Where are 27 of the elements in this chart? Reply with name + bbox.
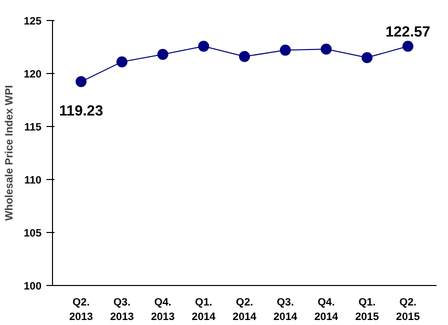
y-tick-label: 100 xyxy=(24,280,42,292)
point xyxy=(198,40,210,52)
x-tick-label: Q2. 2014 xyxy=(232,296,256,323)
point xyxy=(76,76,87,88)
y-tick-label: 110 xyxy=(24,174,42,186)
point xyxy=(402,40,414,52)
x-tick-label: Q4. 2014 xyxy=(314,296,338,323)
x-tick-label: Q3. 2014 xyxy=(274,296,298,323)
point xyxy=(362,52,373,64)
x-tick-label: Q4. 2013 xyxy=(150,296,175,323)
point xyxy=(116,56,128,68)
point xyxy=(320,44,332,55)
y-tick-label: 120 xyxy=(24,68,42,80)
point xyxy=(239,51,250,62)
x-tick-label: Q2. 2015 xyxy=(396,296,420,323)
x-tick-label: Q2. 2013 xyxy=(69,296,94,323)
x-tick-label: Q3. 2013 xyxy=(110,296,134,323)
point xyxy=(280,44,291,56)
data-label: 119.23 xyxy=(59,104,104,120)
y-tick-label: 125 xyxy=(24,16,42,28)
y-tick-label: 115 xyxy=(24,122,42,134)
data-label: 122.57 xyxy=(385,24,430,40)
point xyxy=(157,48,168,60)
x-tick-label: Q1. 2015 xyxy=(355,296,379,323)
y-tick-label: 105 xyxy=(24,228,42,240)
x-tick-label: Q1. 2014 xyxy=(192,296,216,323)
y-axis-title: Wholesale Price Index WPI xyxy=(4,85,16,221)
